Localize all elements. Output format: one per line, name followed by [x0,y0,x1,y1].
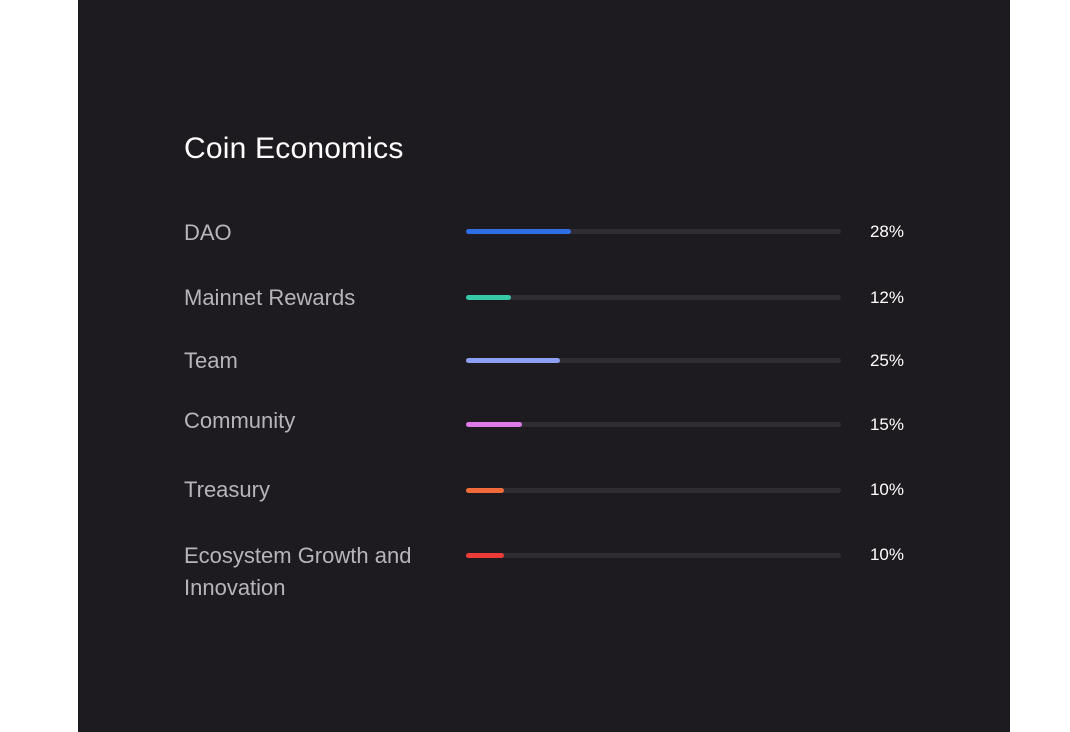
allocation-label: Community [184,408,296,433]
allocation-label: DAO [184,220,232,245]
allocation-bar-fill [466,295,511,300]
allocation-bar-fill [466,229,571,234]
coin-economics-panel: Coin Economics DAO 28% Mainnet Rewards 1… [78,0,1010,732]
allocation-bar-fill [466,553,504,558]
allocation-track [466,229,841,234]
allocation-track [466,295,841,300]
allocation-bar-fill [466,358,560,363]
allocation-label: Treasury [184,477,270,502]
allocation-percent: 15% [869,415,904,434]
allocation-bar-fill [466,422,523,427]
allocation-label: Mainnet Rewards [184,285,356,310]
allocation-percent: 10% [869,545,904,564]
allocation-label: Ecosystem Growth and Innovation [184,543,412,600]
allocation-percent: 12% [869,288,904,307]
allocation-percent: 25% [869,351,904,370]
allocation-track [466,488,841,493]
allocation-track [466,553,841,558]
allocation-track [466,422,841,427]
allocation-percent: 10% [869,480,904,499]
page-title: Coin Economics [184,132,404,165]
allocation-percent: 28% [869,222,904,241]
allocation-bar-fill [466,488,504,493]
allocation-track [466,358,841,363]
allocation-label: Team [184,348,238,373]
